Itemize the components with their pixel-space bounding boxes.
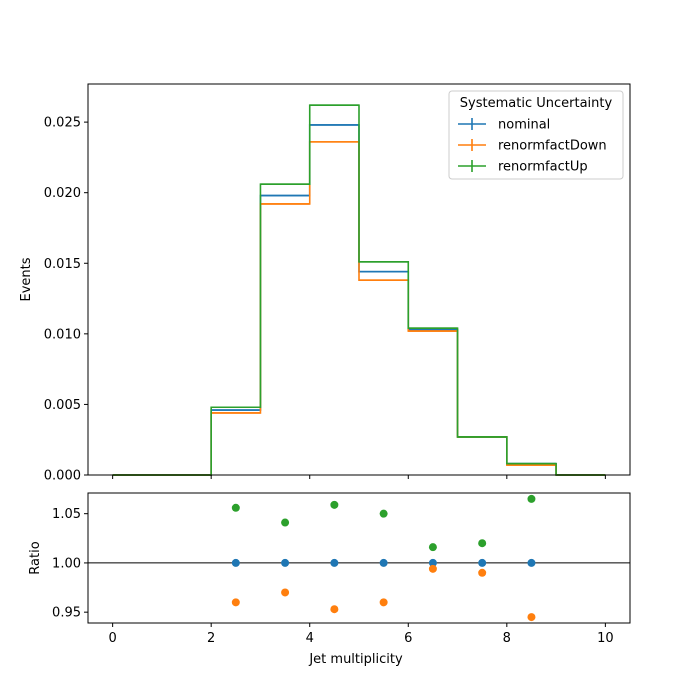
bottom-y-axis-label: Ratio xyxy=(28,541,43,574)
ratio-point-renormfactDown xyxy=(428,564,437,573)
ratio-point-renormfactDown xyxy=(527,613,536,622)
ratio-point-renormfactUp xyxy=(379,509,388,518)
bottom-x-tick-label: 0 xyxy=(108,631,116,646)
ratio-point-renormfactUp xyxy=(330,500,339,509)
top-y-tick-label: 0.005 xyxy=(44,398,81,413)
legend-entry-renormfactDown: renormfactDown xyxy=(458,139,607,154)
bottom-x-tick-label: 10 xyxy=(597,631,614,646)
ratio-point-renormfactDown xyxy=(379,598,388,607)
ratio-point-renormfactUp xyxy=(231,503,240,512)
legend-label: renormfactDown xyxy=(498,139,607,154)
bottom-panel: 0.95 1.00 1.05 0 2 4 6 8 10 Ratio Jet multiplic… xyxy=(28,492,631,667)
ratio-point-nominal xyxy=(478,558,487,567)
top-y-tick-label: 0.010 xyxy=(44,327,81,342)
ratio-point-nominal xyxy=(428,558,437,567)
bottom-x-tick-label: 8 xyxy=(503,631,511,646)
legend-entry-renormfactUp: renormfactUp xyxy=(458,160,588,175)
ratio-point-renormfactUp xyxy=(478,539,487,548)
legend-label: nominal xyxy=(498,118,550,133)
bottom-x-ticks: 0 2 4 6 8 10 xyxy=(108,623,614,646)
top-y-axis-label: Events xyxy=(19,257,34,301)
ratio-point-nominal xyxy=(527,558,536,567)
ratio-series-renormfactDown xyxy=(231,564,536,622)
legend-label: renormfactUp xyxy=(498,160,588,175)
legend-title: Systematic Uncertainty xyxy=(460,96,613,111)
bottom-x-tick-label: 6 xyxy=(404,631,412,646)
top-panel: 0.000 0.005 0.010 0.015 0.020 0.025 Events Sy… xyxy=(19,83,631,484)
top-x-ticks xyxy=(112,475,606,479)
bottom-y-tick-label: 1.00 xyxy=(52,556,81,571)
legend-entry-nominal: nominal xyxy=(458,118,550,133)
ratio-point-nominal xyxy=(231,558,240,567)
ratio-point-nominal xyxy=(281,558,290,567)
ratio-series-nominal xyxy=(231,558,536,567)
legend-box xyxy=(448,90,624,180)
bottom-y-tick-label: 1.05 xyxy=(52,507,81,522)
ratio-series-renormfactUp xyxy=(231,494,536,552)
top-axes-frame xyxy=(87,83,631,476)
top-y-tick-label: 0.015 xyxy=(44,257,81,272)
top-y-tick-label: 0.000 xyxy=(44,469,81,484)
ratio-point-renormfactDown xyxy=(231,598,240,607)
ratio-point-renormfactDown xyxy=(281,588,290,597)
ratio-point-renormfactUp xyxy=(281,518,290,527)
bottom-x-tick-label: 4 xyxy=(306,631,314,646)
ratio-points-layer xyxy=(231,494,536,622)
ratio-point-renormfactDown xyxy=(478,568,487,577)
top-y-tick-label: 0.025 xyxy=(44,116,81,131)
bottom-x-tick-label: 2 xyxy=(207,631,215,646)
ratio-point-renormfactDown xyxy=(330,605,339,614)
ratio-point-renormfactUp xyxy=(428,543,437,552)
top-y-tick-label: 0.020 xyxy=(44,186,81,201)
bottom-x-axis-label: Jet multiplicity xyxy=(308,652,403,667)
bottom-y-tick-label: 0.95 xyxy=(52,606,81,621)
ratio-point-renormfactUp xyxy=(527,494,536,503)
top-y-ticks: 0.000 0.005 0.010 0.015 0.020 0.025 xyxy=(44,116,88,484)
ratio-point-nominal xyxy=(330,558,339,567)
legend-entries: nominal renormfactDown renormfactUp xyxy=(458,118,607,175)
legend: Systematic Uncertainty nominal renormfact… xyxy=(448,90,624,180)
bottom-y-ticks: 0.95 1.00 1.05 xyxy=(52,507,88,621)
ratio-point-nominal xyxy=(379,558,388,567)
bottom-axes-frame xyxy=(87,492,631,624)
